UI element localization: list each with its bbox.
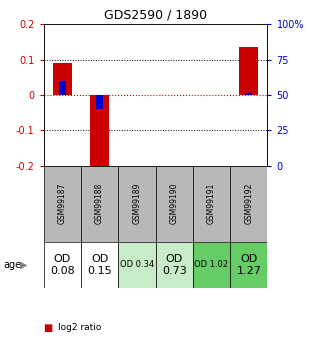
Bar (53, 63, 72, 95)
Bar (44, 241, 81, 288)
Bar (230, 166, 267, 242)
Bar (81, 166, 118, 242)
Text: OD
1.27: OD 1.27 (236, 254, 261, 276)
Bar (81, 241, 118, 288)
Bar (230, 241, 267, 288)
Bar (239, 47, 258, 95)
Text: GSM99189: GSM99189 (132, 183, 141, 224)
Text: GSM99191: GSM99191 (207, 183, 216, 224)
Bar (245, 93, 252, 95)
Bar (118, 241, 156, 288)
Bar (44, 166, 81, 242)
Text: log2 ratio: log2 ratio (58, 323, 101, 332)
Text: GSM99190: GSM99190 (170, 183, 179, 224)
Text: age: age (3, 260, 21, 270)
Text: GSM99188: GSM99188 (95, 183, 104, 224)
Bar (156, 166, 193, 242)
Text: GSM99187: GSM99187 (58, 183, 67, 224)
Bar (118, 166, 156, 242)
Text: OD
0.73: OD 0.73 (162, 254, 187, 276)
Text: OD 0.34: OD 0.34 (120, 260, 154, 269)
Text: GDS2590 / 1890: GDS2590 / 1890 (104, 9, 207, 22)
Text: OD
0.08: OD 0.08 (50, 254, 75, 276)
Bar (59, 81, 66, 95)
Bar (96, 95, 103, 109)
Bar (90, 95, 109, 169)
Text: ▶: ▶ (20, 260, 27, 270)
Bar (193, 241, 230, 288)
Bar (156, 241, 193, 288)
Bar (193, 166, 230, 242)
Text: OD
0.15: OD 0.15 (87, 254, 112, 276)
Text: GSM99192: GSM99192 (244, 183, 253, 224)
Text: OD 1.02: OD 1.02 (194, 260, 229, 269)
Text: ■: ■ (44, 323, 53, 333)
